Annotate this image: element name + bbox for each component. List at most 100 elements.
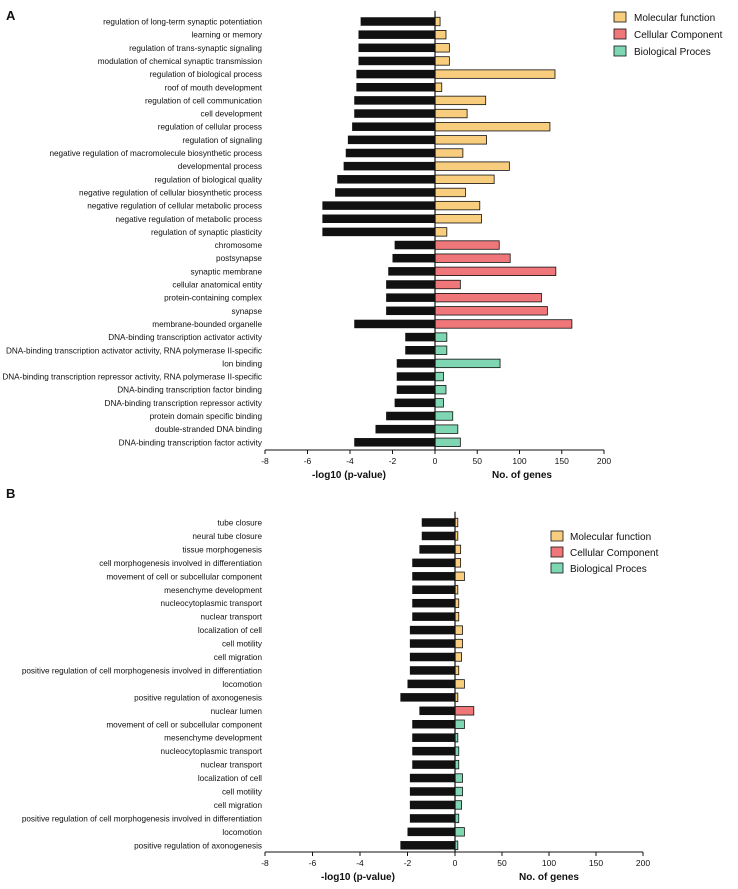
panel-b-genes-bar-23 — [454, 827, 465, 837]
panel-a-pvalue-bar-19 — [388, 267, 435, 276]
panel-b-xlabel-pvalue: -log10 (p-value) — [321, 872, 395, 883]
panel-a-category-label-6: regulation of cell communication — [145, 96, 262, 105]
panel-a-category-label-21: protein-containing complex — [164, 294, 262, 303]
legend-label-biological-process-b: Biological Proces — [570, 564, 647, 575]
panel-b-category-label-24: positive regulation of axonogenesis — [134, 841, 262, 850]
panel-b-category-label-11: positive regulation of cell morphogenesi… — [22, 666, 263, 675]
legend-swatch-cellular-component — [613, 28, 627, 40]
panel-a-genes-bar-27 — [434, 371, 444, 382]
panel-a-pvalue-bar-14 — [322, 201, 436, 210]
legend-label-molecular-function: Molecular function — [634, 13, 715, 24]
panel-b-category-label-18: nuclear transport — [201, 761, 263, 770]
panel-b-legend: Molecular function Cellular Component Bi… — [550, 530, 659, 575]
panel-b-right-tick-label-0: 50 — [497, 858, 507, 868]
panel-a-category-label-8: regulation of cellular process — [158, 123, 262, 132]
panel-b-pvalue-bar-7 — [412, 612, 455, 621]
panel-a-category-label-30: protein domain specific binding — [150, 412, 263, 421]
panel-a-left-tick-label-1: -6 — [304, 456, 312, 466]
panel-b-pvalue-bar-16 — [412, 733, 455, 742]
panel-b-category-label-2: tissue morphogenesis — [182, 545, 262, 554]
panel-a-category-label-28: DNA-binding transcription factor binding — [117, 386, 262, 395]
panel-a-category-label-13: negative regulation of cellular biosynth… — [79, 188, 262, 197]
panel-a-category-label-12: regulation of biological quality — [155, 175, 263, 184]
panel-b-category-label-16: mesenchyme development — [164, 734, 263, 743]
panel-b-right-tick-label-2: 150 — [589, 858, 603, 868]
panel-a-pvalue-bar-25 — [405, 346, 435, 355]
panel-b-category-label-13: positive regulation of axonogenesis — [134, 693, 262, 702]
panel-a-category-label-22: synapse — [232, 307, 263, 316]
panel-a-pvalue-bar-29 — [394, 398, 436, 408]
panel-a-pvalue-bar-8 — [352, 122, 436, 131]
panel-b-genes-bar-21 — [454, 800, 462, 810]
panel-b-category-label-10: cell migration — [214, 653, 263, 662]
panel-a-genes-bar-6 — [434, 95, 487, 106]
panel-a-pvalue-bar-18 — [392, 253, 435, 263]
panel-b-pvalue-bar-13 — [400, 693, 456, 702]
panel-label-b: B — [6, 486, 15, 501]
panel-a-category-label-7: cell development — [201, 110, 263, 119]
legend-swatch-molecular-function — [613, 11, 627, 23]
panel-a-pvalue-bar-21 — [386, 293, 436, 302]
panel-a-pvalue-bar-7 — [354, 109, 435, 118]
panel-a-category-label-31: double-stranded DNA binding — [155, 425, 262, 434]
panel-b-pvalue-bar-21 — [409, 800, 456, 810]
panel-b-category-label-0: tube closure — [217, 519, 262, 528]
panel-a-left-tick-label-3: -2 — [389, 456, 397, 466]
panel-a-pvalue-bar-17 — [394, 240, 436, 250]
panel-a-category-label-2: regulation of trans-synaptic signaling — [129, 44, 262, 53]
panel-a: A regulation of long-term synaptic poten… — [2, 8, 722, 481]
panel-b-pvalue-bar-15 — [412, 720, 455, 729]
panel-a-pvalue-bar-2 — [358, 43, 435, 53]
panel-b-category-label-7: nuclear transport — [201, 613, 263, 622]
panel-a-category-labels: regulation of long-term synaptic potenti… — [2, 18, 263, 448]
panel-a-category-label-25: DNA-binding transcription activator acti… — [6, 346, 262, 355]
panel-b-genes-bar-12 — [454, 679, 465, 689]
panel-a-legend: Molecular function Cellular Component Bi… — [613, 11, 723, 58]
panel-b-pvalue-bar-24 — [400, 841, 456, 850]
panel-a-pvalue-bar-5 — [356, 83, 436, 92]
panel-a-genes-bar-10 — [434, 148, 464, 158]
panel-b-genes-bar-8 — [454, 625, 463, 635]
panel-b-left-tick-label-0: -8 — [261, 858, 269, 868]
panel-a-category-label-26: Ion binding — [222, 359, 263, 368]
panel-a-genes-bar-28 — [434, 385, 447, 395]
panel-b-category-label-20: cell motility — [222, 788, 263, 797]
panel-b-pvalue-bar-19 — [409, 773, 456, 783]
panel-b-category-label-4: movement of cell or subcellular componen… — [106, 572, 262, 581]
panel-a-genes-bar-21 — [434, 292, 542, 303]
panel-b-pvalue-bar-18 — [412, 760, 455, 769]
panel-a-category-label-1: learning or memory — [191, 31, 262, 40]
panel-b-category-label-22: positive regulation of cell morphogenesi… — [22, 814, 263, 823]
panel-a-genes-bar-15 — [434, 214, 482, 224]
panel-a-category-label-15: negative regulation of metabolic process — [115, 215, 262, 224]
panel-a-genes-bar-23 — [434, 319, 573, 329]
panel-b-pvalue-bar-3 — [412, 558, 455, 568]
panel-b-left-tick-label-3: -2 — [404, 858, 412, 868]
panel-a-right-tick-label-0: 50 — [473, 456, 483, 466]
panel-a-pvalue-bar-31 — [375, 424, 435, 434]
panel-a-pvalue-bar-27 — [396, 372, 435, 381]
panel-a-pvalue-bar-26 — [396, 359, 435, 368]
panel-a-genes-bar-7 — [434, 108, 468, 119]
panel-a-pvalue-bar-23 — [354, 319, 435, 329]
panel-b-left-tick-label-1: -6 — [309, 858, 317, 868]
panel-b-category-label-1: neural tube closure — [192, 532, 262, 541]
panel-a-genes-bar-8 — [434, 122, 551, 132]
legend-swatch-biological-process — [613, 45, 627, 57]
legend-label-cellular-component-b: Cellular Component — [570, 548, 659, 559]
panel-a-pvalue-bar-1 — [358, 30, 435, 39]
panel-a-genes-bar-22 — [434, 306, 548, 316]
panel-a-category-label-24: DNA-binding transcription activator acti… — [108, 333, 263, 342]
panel-a-genes-bar-5 — [434, 82, 443, 92]
panel-a-category-label-23: membrane-bounded organelle — [152, 320, 262, 329]
panel-b-category-labels: tube closure neural tube closure tissue mo… — [22, 519, 263, 851]
panel-b-pvalue-bar-14 — [419, 706, 456, 716]
legend-label-molecular-function-b: Molecular function — [570, 532, 651, 543]
panel-a-genes-bar-20 — [434, 279, 461, 290]
panel-a-pvalue-bar-16 — [322, 227, 436, 237]
panel-a-category-label-29: DNA-binding transcription repressor acti… — [105, 399, 263, 408]
panel-a-right-tick-label-2: 150 — [555, 456, 569, 466]
panel-b-pvalue-bar-2 — [419, 545, 456, 554]
panel-b-pvalue-bar-6 — [412, 598, 455, 608]
